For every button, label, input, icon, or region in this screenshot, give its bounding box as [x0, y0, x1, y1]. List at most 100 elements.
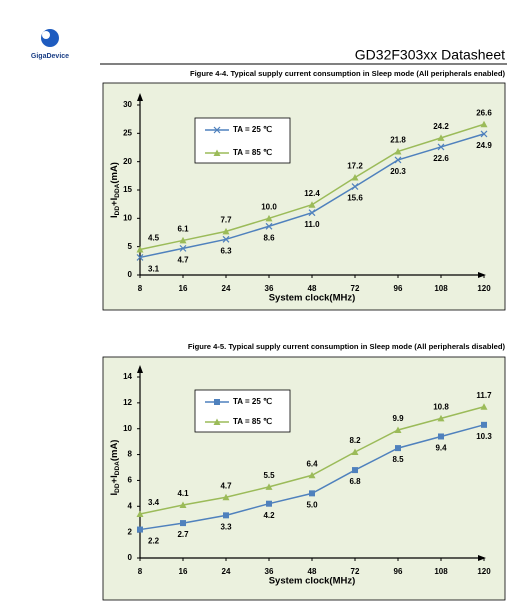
legend-marker: [213, 418, 221, 425]
data-label: 22.6: [433, 154, 449, 163]
data-label: 4.1: [177, 489, 189, 498]
data-label: 8.6: [263, 233, 275, 242]
y-tick-label: 15: [123, 185, 132, 194]
x-tick-label: 48: [308, 284, 317, 293]
y-axis-label-part: I: [109, 493, 120, 496]
data-label: 12.4: [304, 189, 320, 198]
x-tick-label: 108: [434, 567, 448, 576]
data-label: 11.0: [304, 220, 320, 229]
data-label: 2.2: [148, 537, 160, 546]
y-axis-label: IDD+IDDA(mA): [109, 440, 121, 496]
y-axis-arrow: [137, 365, 143, 373]
data-label: 7.7: [220, 215, 232, 224]
y-tick-label: 25: [123, 128, 132, 137]
x-tick-label: 120: [477, 567, 491, 576]
x-tick-label: 8: [138, 567, 143, 576]
legend-marker: [213, 126, 221, 134]
data-label: 8.2: [349, 436, 361, 445]
data-point: [437, 414, 445, 422]
data-point: [136, 510, 144, 518]
legend-label: TA = 25 ℃: [233, 125, 272, 134]
data-point: [480, 130, 488, 138]
plot-area: [102, 356, 506, 601]
data-label: 6.3: [220, 246, 232, 255]
y-axis-label-part: DDA: [114, 461, 121, 475]
x-tick-label: 24: [222, 284, 231, 293]
data-label: 4.7: [220, 481, 232, 490]
data-point: [395, 445, 401, 452]
data-point: [480, 120, 488, 128]
y-axis-label-part: DDA: [114, 183, 121, 197]
x-tick-label: 36: [265, 567, 274, 576]
data-point: [437, 134, 445, 141]
y-tick-label: 6: [128, 476, 133, 485]
legend-label: TA = 85 ℃: [233, 148, 272, 157]
data-point: [265, 222, 273, 230]
y-tick-label: 10: [123, 213, 132, 222]
data-point: [136, 246, 144, 253]
data-label: 5.5: [263, 471, 275, 480]
plot-area: [102, 82, 506, 311]
y-tick-label: 12: [123, 398, 132, 407]
data-point: [437, 143, 445, 151]
x-tick-label: 36: [265, 284, 274, 293]
data-point: [136, 254, 144, 261]
x-tick-label: 72: [351, 284, 360, 293]
data-point: [180, 520, 186, 527]
x-tick-label: 108: [434, 284, 448, 293]
x-axis-arrow: [478, 555, 486, 561]
logo-text: GigaDevice: [31, 53, 69, 60]
x-tick-label: 24: [222, 567, 231, 576]
y-axis-label-part: (mA): [109, 162, 120, 184]
y-tick-label: 2: [128, 527, 133, 536]
data-label: 15.6: [347, 194, 363, 203]
y-axis-label-part: DD: [114, 483, 121, 493]
legend-box: [194, 389, 291, 433]
y-tick-label: 4: [128, 501, 133, 510]
x-tick-label: 8: [138, 284, 143, 293]
data-point: [352, 467, 358, 474]
data-point: [480, 403, 488, 410]
data-point: [481, 421, 487, 428]
data-point: [266, 500, 272, 507]
y-axis-label-part: I: [109, 215, 120, 218]
legend-marker: [213, 149, 221, 156]
data-label: 6.1: [177, 225, 189, 234]
legend-box: [194, 117, 291, 164]
figure-caption: Figure 4-4. Typical supply current consu…: [190, 69, 506, 78]
x-axis-label: System clock(MHz): [269, 576, 356, 587]
data-point: [179, 244, 187, 252]
data-point: [265, 483, 273, 490]
y-tick-label: 30: [123, 100, 132, 109]
legend-label: TA = 25 ℃: [233, 397, 272, 406]
data-label: 24.2: [433, 122, 449, 131]
y-axis-label: IDD+IDDA(mA): [109, 162, 121, 218]
doc-title: GD32F303xx Datasheet: [355, 47, 505, 63]
x-axis-arrow: [478, 272, 486, 278]
data-label: 9.9: [392, 414, 404, 423]
x-tick-label: 48: [308, 567, 317, 576]
data-label: 10.0: [261, 202, 277, 211]
x-axis-label: System clock(MHz): [269, 293, 356, 304]
y-axis-label-part: +I: [109, 475, 120, 483]
data-point: [394, 147, 402, 155]
data-point: [179, 236, 187, 244]
data-point: [308, 209, 316, 217]
data-point: [222, 235, 230, 243]
data-label: 10.8: [433, 402, 449, 411]
y-tick-label: 5: [128, 242, 133, 251]
logo-icon-cut: [42, 31, 50, 39]
data-label: 4.7: [177, 255, 189, 264]
x-tick-label: 16: [179, 284, 188, 293]
x-tick-label: 120: [477, 284, 491, 293]
data-point: [179, 501, 187, 508]
figure-caption: Figure 4-5. Typical supply current consu…: [188, 342, 506, 351]
legend-marker: [214, 399, 220, 405]
y-tick-label: 0: [128, 270, 133, 279]
x-tick-label: 16: [179, 567, 188, 576]
data-point: [223, 512, 229, 519]
data-label: 26.6: [476, 108, 492, 117]
data-point: [265, 214, 273, 222]
data-label: 3.1: [148, 265, 160, 274]
